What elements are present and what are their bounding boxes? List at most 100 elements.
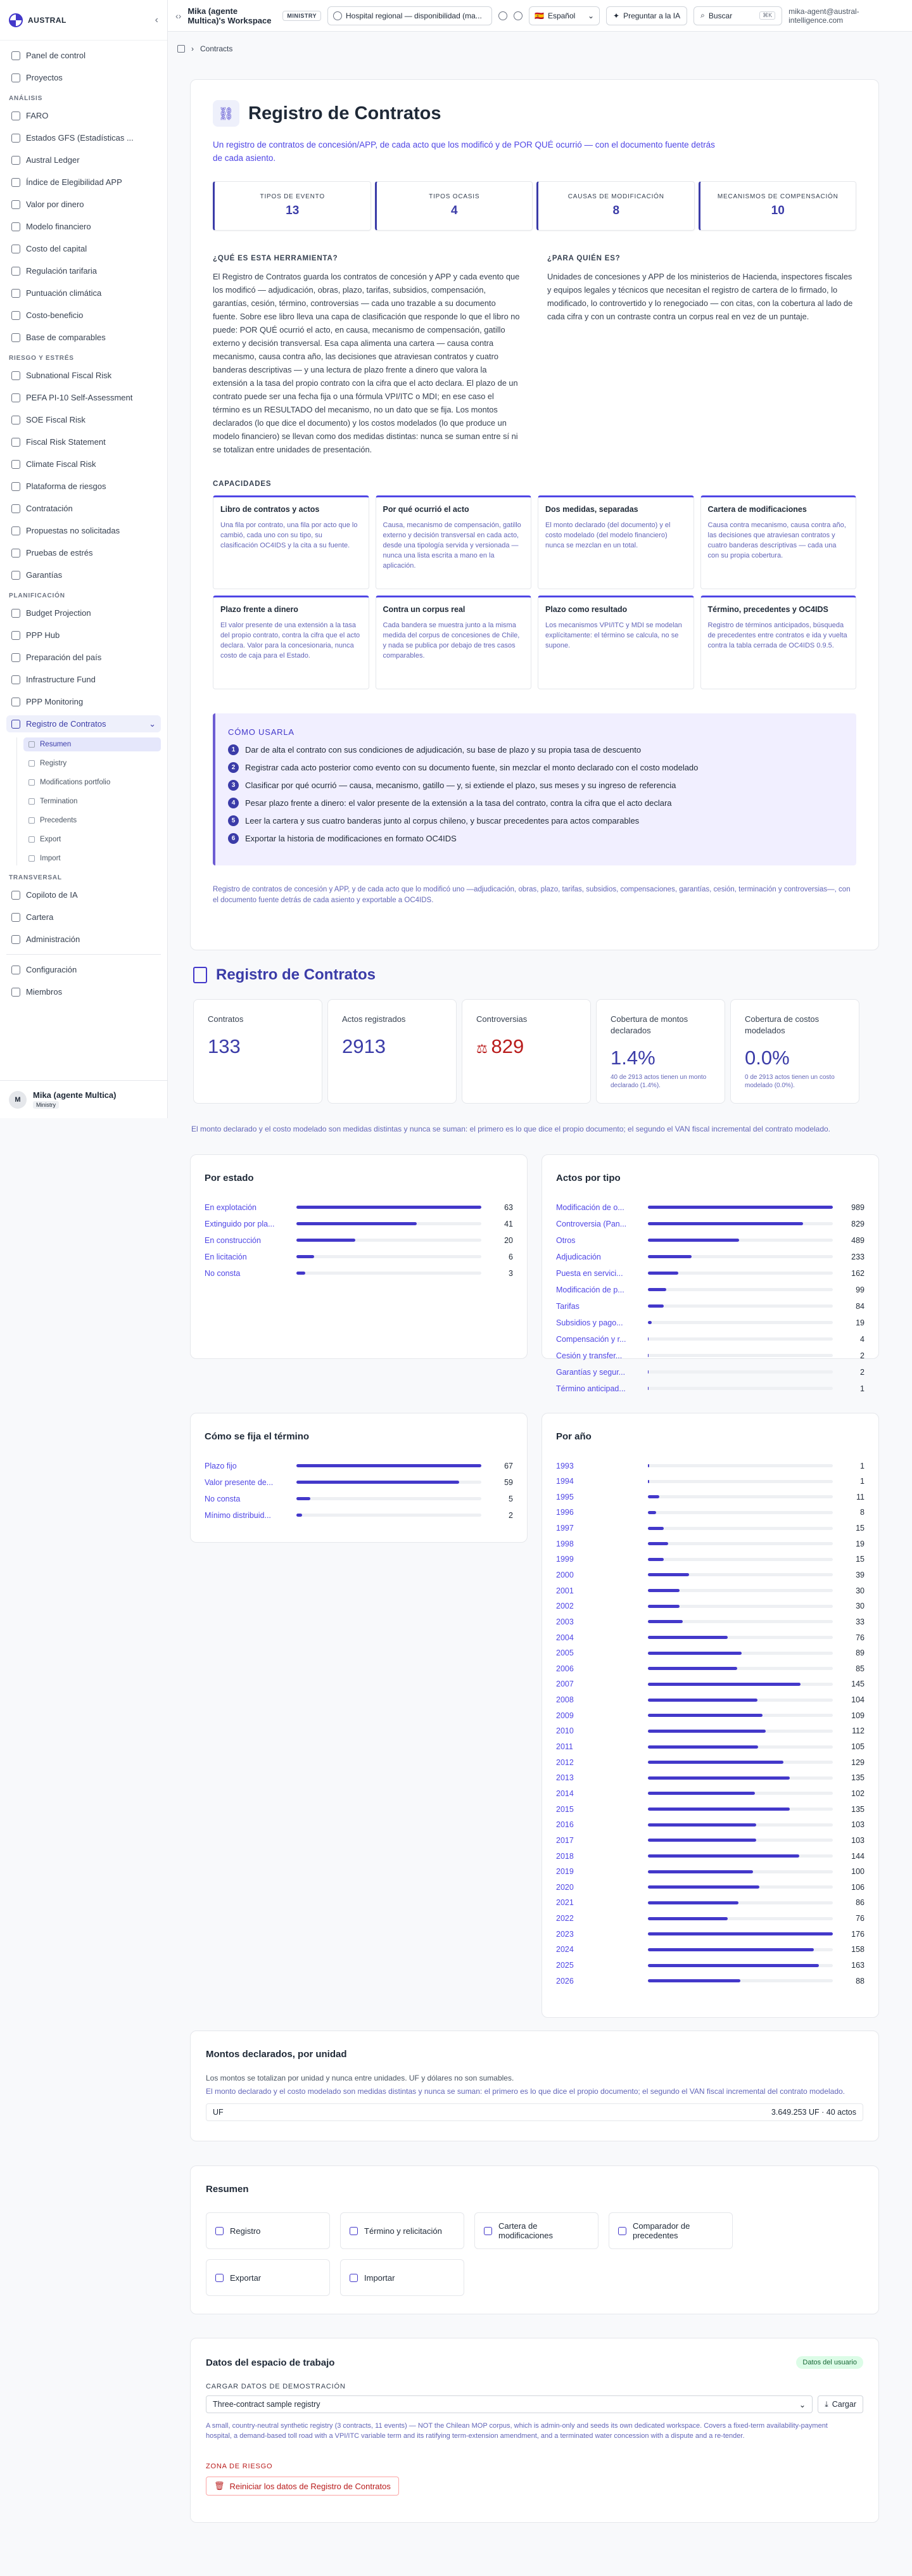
sidebar-item-ppp-monitoring[interactable]: PPP Monitoring (6, 693, 161, 710)
subnav-item-registry[interactable]: Registry (23, 756, 161, 770)
sidebar-item-administracion[interactable]: Administración (6, 931, 161, 948)
sidebar-item-costo-del-capital[interactable]: Costo del capital (6, 240, 161, 257)
sidebar-item-indice-de-elegibilidad-app[interactable]: Índice de Elegibilidad APP (6, 174, 161, 191)
sidebar-item-contratacion[interactable]: Contratación (6, 500, 161, 517)
bar (648, 1239, 740, 1242)
sidebar-item-budget-projection[interactable]: Budget Projection (6, 604, 161, 622)
bar-label: Garantías y segur... (556, 1367, 626, 1377)
subnav-item-modifications-portfolio[interactable]: Modifications portfolio (23, 775, 161, 789)
sidebar-item-base-de-comparables[interactable]: Base de comparables (6, 329, 161, 346)
bar (648, 1206, 833, 1209)
user-profile[interactable]: M Mika (agente Multica) Ministry (0, 1080, 167, 1118)
sidebar-item-ppp-hub[interactable]: PPP Hub (6, 627, 161, 644)
sidebar-item-austral-ledger[interactable]: Austral Ledger (6, 151, 161, 169)
sidebar-item-subnational-fiscal-risk[interactable]: Subnational Fiscal Risk (6, 367, 161, 384)
bell-icon[interactable] (498, 11, 507, 20)
sidebar-item-fiscal-risk-statement[interactable]: Fiscal Risk Statement (6, 433, 161, 450)
language-selector[interactable]: 🇪🇸 Español ⌄ (529, 6, 600, 25)
bar-row: 2021 86 (556, 1897, 864, 1909)
subnav-item-termination[interactable]: Termination (23, 794, 161, 808)
user-data-badge: Datos del usuario (796, 2356, 863, 2369)
demo-dataset-select[interactable]: Three-contract sample registry ⌄ (206, 2395, 813, 2413)
link-cartera-de-modificaciones[interactable]: Cartera de modificaciones (474, 2212, 598, 2249)
bar-value: 129 (851, 1757, 864, 1767)
sidebar-item-label: Registro de Contratos (26, 719, 106, 729)
sidebar-item-copiloto-de-ia[interactable]: Copiloto de IA (6, 886, 161, 903)
bar-label: 2015 (556, 1804, 574, 1814)
project-selector[interactable]: Hospital regional — disponibilidad (ma..… (327, 6, 492, 25)
sidebar-item-regulacion-tarifaria[interactable]: Regulación tarifaria (6, 262, 161, 279)
sidebar-item-puntuacion-climatica[interactable]: Puntuación climática (6, 284, 161, 302)
breadcrumb-item[interactable]: Contracts (200, 44, 233, 53)
collapse-sidebar-icon[interactable]: ‹ (155, 14, 158, 25)
bar-track (648, 1495, 833, 1499)
sidebar-item-label: PPP Monitoring (26, 697, 84, 706)
subnav-item-export[interactable]: Export (23, 832, 161, 846)
reset-data-button[interactable]: 🗑 Reiniciar los datos de Registro de Con… (206, 2477, 399, 2496)
what-heading: ¿QUÉ ES ESTA HERRAMIENTA? (213, 255, 338, 262)
sidebar-item-costo-beneficio[interactable]: Costo-beneficio (6, 307, 161, 324)
bar (648, 1321, 652, 1324)
bar-row: Mínimo distribuid... 2 (205, 1509, 513, 1521)
bar-label: 2010 (556, 1726, 574, 1736)
bar-value: 106 (851, 1882, 864, 1892)
bar-label: 2013 (556, 1773, 574, 1783)
user-email[interactable]: mika-agent@austral-intelligence.com (788, 6, 859, 25)
sidebar-item-pruebas-de-estres[interactable]: Pruebas de estrés (6, 544, 161, 561)
sidebar-item-garantias[interactable]: Garantías (6, 566, 161, 583)
sidebar-item-modelo-financiero[interactable]: Modelo financiero (6, 218, 161, 235)
compare-icon (618, 2226, 626, 2235)
workspace-name[interactable]: Mika (agente Multica)'s Workspace (187, 6, 272, 25)
subnav-item-precedents[interactable]: Precedents (23, 813, 161, 827)
nav-back-icon[interactable]: ‹› (175, 10, 182, 21)
sidebar-item-faro[interactable]: FARO (6, 107, 161, 124)
nav-item-icon (11, 333, 20, 342)
ask-ai-button[interactable]: ✦ Preguntar a la IA (606, 6, 688, 25)
sidebar-item-panel-de-control[interactable]: Panel de control (6, 47, 161, 64)
subnav-item-import[interactable]: Import (23, 851, 161, 865)
load-button[interactable]: ⤓ Cargar (818, 2395, 863, 2413)
sidebar-item-soe-fiscal-risk[interactable]: SOE Fiscal Risk (6, 411, 161, 428)
sidebar-item-estados-gfs-estadisticas[interactable]: Estados GFS (Estadísticas ... (6, 129, 161, 146)
bar-row: 1995 11 (556, 1491, 864, 1503)
nav-item-icon (11, 244, 20, 253)
capabilities-grid: Libro de contratos y actos Una fila por c… (213, 495, 856, 689)
link-registro[interactable]: Registro (206, 2212, 330, 2249)
sidebar-item-cartera[interactable]: Cartera (6, 909, 161, 926)
sidebar-item-infrastructure-fund[interactable]: Infrastructure Fund (6, 671, 161, 688)
search-button[interactable]: ⌕ Buscar ⌘K (694, 6, 783, 25)
sidebar-item-label: FARO (26, 111, 49, 120)
step-text: Pesar plazo frente a dinero: el valor pr… (245, 798, 672, 808)
sidebar-item-registro-de-contratos[interactable]: Registro de Contratos ⌄ (6, 715, 161, 732)
subnav-item-resumen[interactable]: Resumen (23, 737, 161, 751)
bar (296, 1222, 417, 1225)
settings-icon[interactable] (514, 11, 522, 20)
sidebar-item-plataforma-de-riesgos[interactable]: Plataforma de riesgos (6, 478, 161, 495)
link-importar[interactable]: Importar (340, 2259, 464, 2296)
bar-label: Valor presente de... (205, 1477, 274, 1487)
sidebar-item-configuracion[interactable]: Configuración (6, 961, 161, 978)
bar-row: Plazo fijo 67 (205, 1460, 513, 1472)
bar-label: 2008 (556, 1695, 574, 1705)
bar-value: 989 (851, 1202, 864, 1212)
link-termino-y-relicitacion[interactable]: Término y relicitación (340, 2212, 464, 2249)
sidebar-item-preparacion-del-pais[interactable]: Preparación del país (6, 649, 161, 666)
link-comparador-de-precedentes[interactable]: Comparador de precedentes (609, 2212, 733, 2249)
bar-track (296, 1481, 481, 1484)
sidebar-item-proyectos[interactable]: Proyectos (6, 69, 161, 86)
home-icon[interactable] (177, 45, 185, 53)
how-to-box: CÓMO USARLA 1 Dar de alta el contrato con… (213, 713, 856, 865)
bar-track (648, 1932, 833, 1936)
bar-value: 5 (509, 1494, 513, 1503)
sidebar-item-miembros[interactable]: Miembros (6, 983, 161, 1000)
summary-links-card: Resumen Registro Término y relicitación Ca… (190, 2165, 879, 2314)
sidebar-item-valor-por-dinero[interactable]: Valor por dinero (6, 196, 161, 213)
sidebar-item-pefa-pi-10-self-assessment[interactable]: PEFA PI-10 Self-Assessment (6, 389, 161, 406)
bar-row: 1993 1 (556, 1460, 864, 1472)
breadcrumb: › Contracts (177, 44, 232, 53)
kpi-value: ⚖ 829 (476, 1035, 576, 1058)
link-exportar[interactable]: Exportar (206, 2259, 330, 2296)
sidebar-item-propuestas-no-solicitadas[interactable]: Propuestas no solicitadas (6, 522, 161, 539)
bar-row: 2011 105 (556, 1741, 864, 1753)
sidebar-item-climate-fiscal-risk[interactable]: Climate Fiscal Risk (6, 456, 161, 473)
